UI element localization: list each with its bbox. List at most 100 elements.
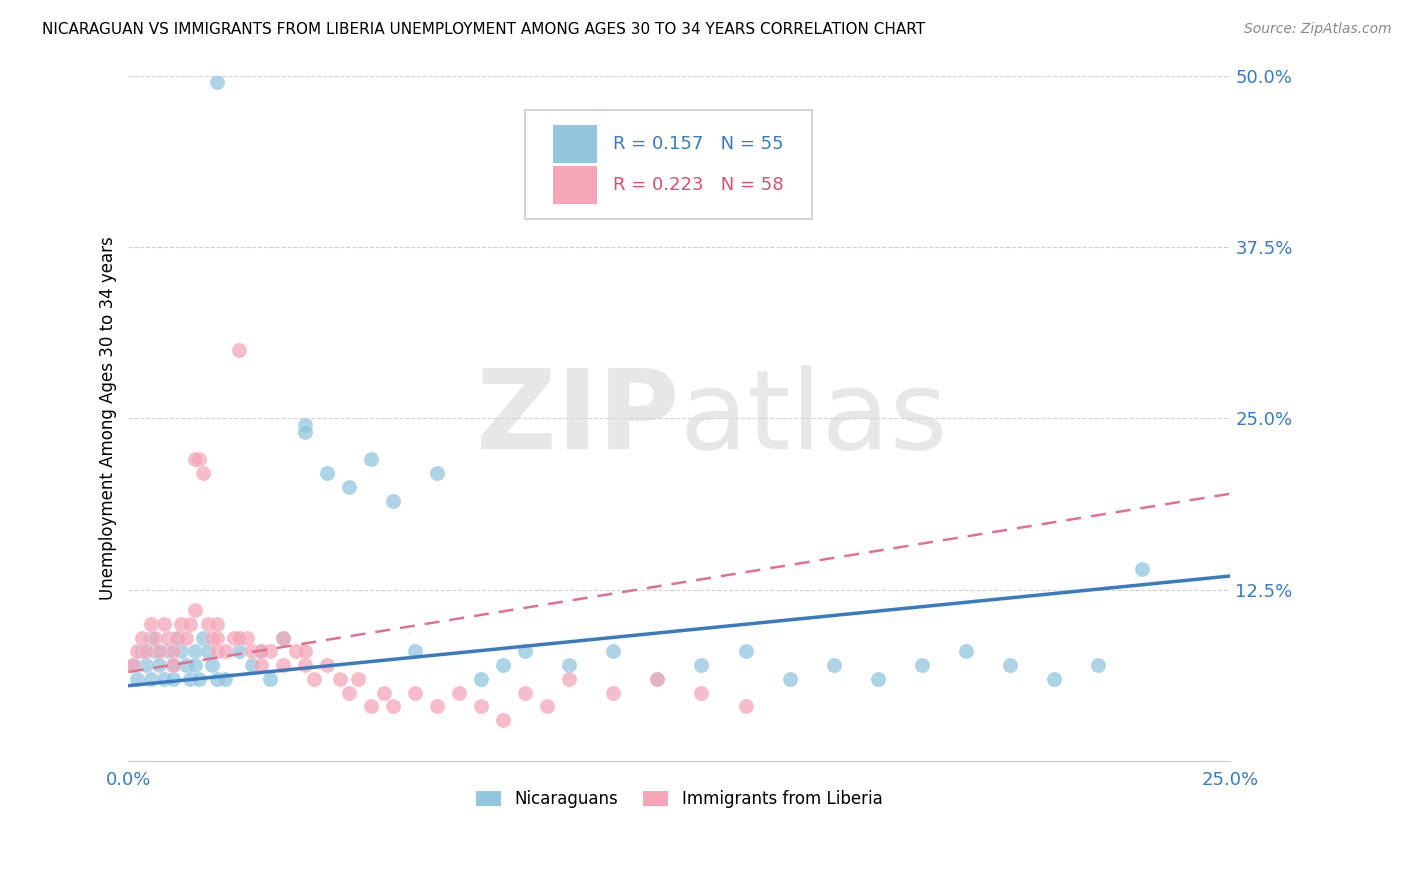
Point: [166, 631, 188, 645]
Point: [404, 644, 426, 658]
Legend: Nicaraguans, Immigrants from Liberia: Nicaraguans, Immigrants from Liberia: [470, 783, 889, 814]
Point: [259, 672, 281, 686]
Point: [284, 644, 307, 658]
Point: [1043, 672, 1066, 686]
Point: [294, 425, 316, 439]
Point: [779, 672, 801, 686]
Point: [131, 631, 153, 645]
Point: [127, 644, 149, 658]
Point: [188, 452, 211, 467]
Point: [329, 672, 352, 686]
Point: [492, 713, 515, 727]
Point: [271, 631, 294, 645]
Point: [135, 644, 157, 658]
Point: [734, 699, 756, 714]
Point: [381, 493, 404, 508]
Point: [536, 699, 558, 714]
Point: [734, 644, 756, 658]
Point: [183, 644, 205, 658]
Point: [955, 644, 977, 658]
Point: [271, 658, 294, 673]
Point: [558, 672, 581, 686]
Point: [162, 658, 184, 673]
Point: [249, 644, 271, 658]
Point: [271, 631, 294, 645]
Point: [148, 658, 170, 673]
Point: [183, 603, 205, 617]
Point: [515, 685, 537, 699]
Text: atlas: atlas: [679, 365, 948, 472]
Point: [447, 685, 470, 699]
Point: [197, 644, 219, 658]
FancyBboxPatch shape: [553, 166, 596, 204]
Point: [259, 644, 281, 658]
Point: [690, 658, 713, 673]
Point: [127, 672, 149, 686]
Text: NICARAGUAN VS IMMIGRANTS FROM LIBERIA UNEMPLOYMENT AMONG AGES 30 TO 34 YEARS COR: NICARAGUAN VS IMMIGRANTS FROM LIBERIA UN…: [42, 22, 925, 37]
Point: [228, 343, 250, 357]
Point: [315, 658, 337, 673]
Point: [162, 658, 184, 673]
Point: [157, 644, 180, 658]
Point: [558, 658, 581, 673]
Point: [249, 644, 271, 658]
Point: [294, 658, 316, 673]
Point: [1087, 658, 1109, 673]
Point: [183, 452, 205, 467]
Point: [911, 658, 934, 673]
Point: [162, 672, 184, 686]
Point: [143, 631, 166, 645]
FancyBboxPatch shape: [553, 125, 596, 163]
Point: [602, 644, 624, 658]
Point: [315, 466, 337, 480]
Point: [302, 672, 325, 686]
Point: [823, 658, 845, 673]
Point: [205, 644, 228, 658]
Y-axis label: Unemployment Among Ages 30 to 34 years: Unemployment Among Ages 30 to 34 years: [100, 236, 117, 600]
Point: [346, 672, 368, 686]
Point: [381, 699, 404, 714]
Text: ZIP: ZIP: [477, 365, 679, 472]
Point: [214, 644, 236, 658]
Point: [404, 685, 426, 699]
Point: [228, 644, 250, 658]
Point: [360, 699, 382, 714]
Point: [179, 672, 201, 686]
Point: [337, 480, 360, 494]
Point: [360, 452, 382, 467]
Point: [205, 672, 228, 686]
Point: [205, 631, 228, 645]
Point: [122, 658, 145, 673]
Point: [152, 617, 174, 632]
Point: [135, 658, 157, 673]
Point: [205, 75, 228, 89]
Point: [866, 672, 889, 686]
Point: [166, 631, 188, 645]
Point: [647, 672, 669, 686]
Point: [139, 631, 162, 645]
Point: [162, 644, 184, 658]
Point: [188, 672, 211, 686]
Point: [131, 644, 153, 658]
Point: [174, 631, 197, 645]
Point: [193, 631, 215, 645]
Point: [157, 631, 180, 645]
Point: [143, 644, 166, 658]
Point: [174, 658, 197, 673]
Point: [249, 658, 271, 673]
Point: [122, 658, 145, 673]
Point: [170, 617, 193, 632]
Point: [236, 631, 259, 645]
Point: [373, 685, 395, 699]
Text: R = 0.223   N = 58: R = 0.223 N = 58: [613, 177, 785, 194]
Point: [148, 644, 170, 658]
Point: [193, 466, 215, 480]
Point: [214, 672, 236, 686]
Point: [197, 617, 219, 632]
Point: [170, 644, 193, 658]
Point: [647, 672, 669, 686]
Point: [201, 658, 224, 673]
Point: [515, 644, 537, 658]
Point: [152, 672, 174, 686]
Point: [139, 672, 162, 686]
